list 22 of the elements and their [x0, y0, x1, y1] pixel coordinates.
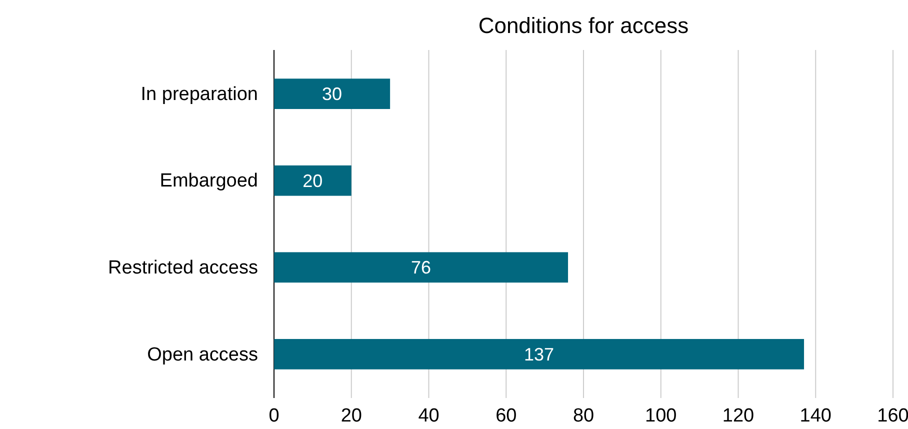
- data-label: 76: [410, 258, 432, 278]
- y-tick-label: In preparation: [140, 84, 258, 105]
- x-tick-label: 120: [722, 405, 754, 426]
- y-tick-label: Restricted access: [108, 257, 258, 278]
- data-label: 137: [524, 344, 554, 364]
- data-label: 30: [322, 84, 342, 104]
- x-tick-label: 140: [800, 405, 832, 426]
- data-label: 20: [302, 170, 323, 191]
- x-tick-label: 40: [418, 405, 440, 426]
- x-tick-label: 160: [877, 405, 908, 426]
- x-tick-label: 60: [496, 405, 517, 426]
- bar: [274, 165, 352, 196]
- y-tick-label: Embargoed: [160, 170, 258, 192]
- y-tick-label: Open access: [147, 344, 258, 366]
- chart-title: Conditions for access: [478, 13, 689, 38]
- bar: [274, 252, 568, 283]
- bar: [274, 78, 390, 110]
- x-tick-label: 100: [645, 405, 677, 426]
- x-tick-label: 20: [340, 405, 362, 426]
- bar: [274, 338, 804, 370]
- x-tick-label: 0: [268, 405, 280, 426]
- x-tick-label: 80: [572, 405, 594, 426]
